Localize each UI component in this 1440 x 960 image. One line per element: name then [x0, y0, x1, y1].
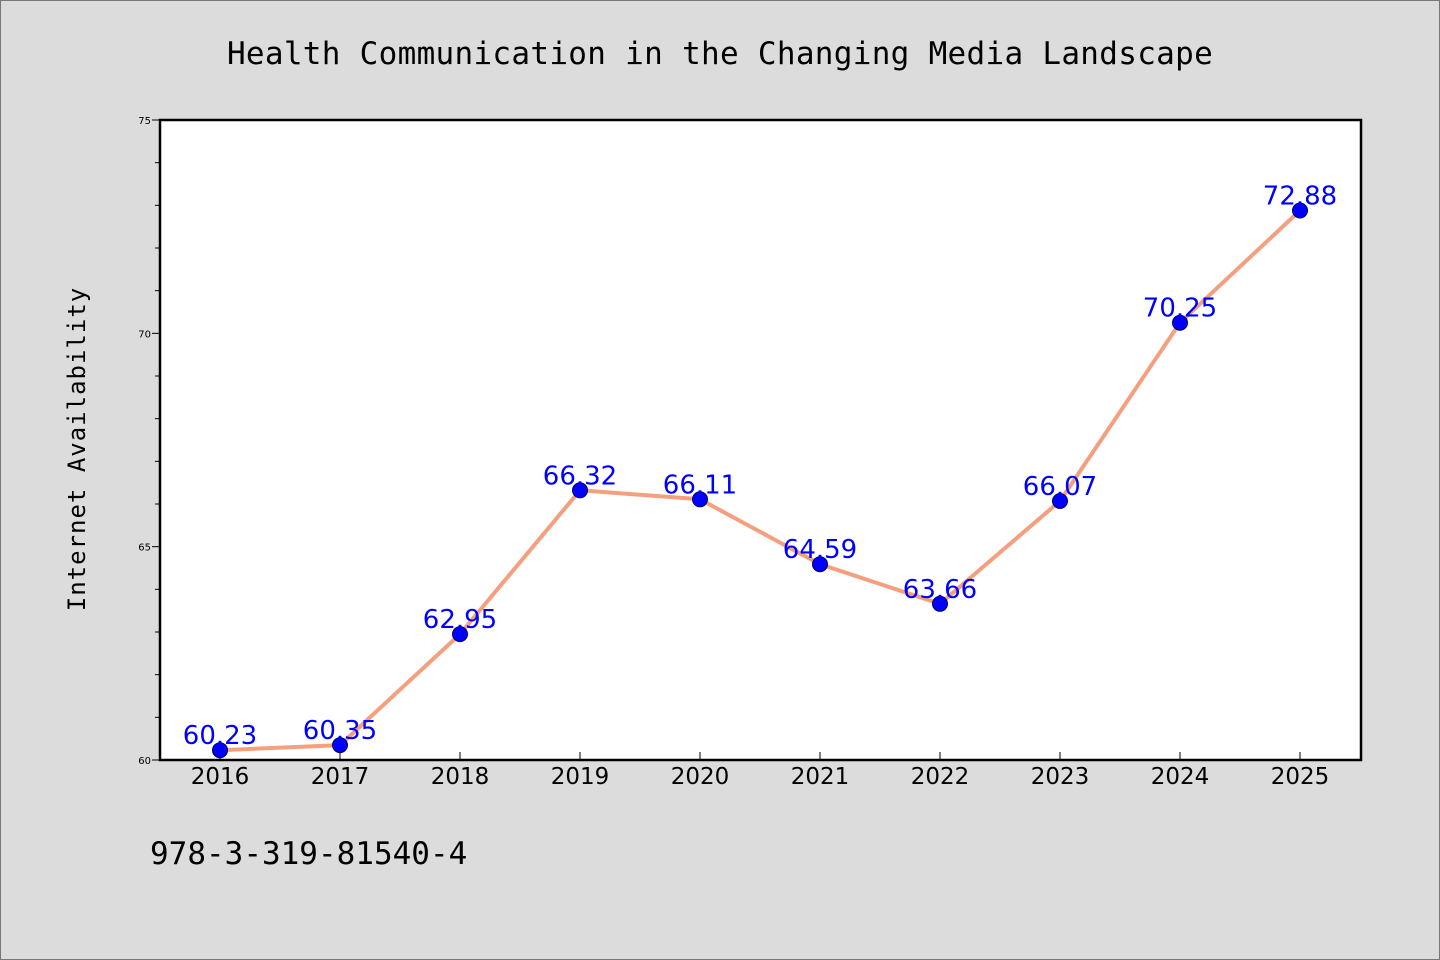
y-axis-label: Internet Availability — [63, 287, 91, 611]
series-line — [219, 209, 1302, 753]
x-tick-label: 2024 — [1151, 764, 1210, 790]
x-tick-label: 2021 — [791, 764, 850, 790]
data-label: 62.95 — [423, 605, 497, 635]
data-label: 60.35 — [303, 716, 377, 746]
x-tick-label: 2020 — [671, 764, 730, 790]
data-point — [1172, 314, 1188, 331]
data-label: 66.32 — [543, 461, 617, 491]
y-tick-label: 75 — [138, 116, 151, 127]
data-point — [1292, 202, 1308, 219]
data-labels: 60.23 60.35 62.95 66.32 66.11 64.59 63.66 66.07… — [183, 182, 1337, 752]
data-label: 72.88 — [1263, 182, 1337, 212]
y-axis: 60 65 70 75 — [138, 116, 160, 767]
y-tick-label: 70 — [138, 329, 151, 340]
x-tick-label: 2018 — [431, 764, 490, 790]
x-tick-label: 2023 — [1031, 764, 1090, 790]
x-tick-label: 2016 — [191, 764, 250, 790]
x-tick-label: 2025 — [1271, 764, 1330, 790]
data-point — [932, 595, 948, 612]
data-point — [212, 742, 228, 759]
data-point — [1052, 493, 1068, 509]
data-label: 66.07 — [1023, 472, 1097, 502]
data-point — [452, 626, 468, 643]
series-markers — [212, 202, 1308, 759]
x-tick-label: 2017 — [311, 764, 370, 790]
x-tick-label: 2019 — [551, 764, 610, 790]
chart-title: Health Communication in the Changing Med… — [227, 36, 1213, 72]
data-point — [812, 556, 828, 573]
data-point — [692, 491, 708, 508]
data-point — [332, 737, 348, 754]
y-tick-label: 60 — [138, 756, 151, 767]
data-label: 66.11 — [663, 470, 737, 500]
data-label: 64.59 — [783, 535, 857, 565]
isbn-text: 978-3-319-81540-4 — [150, 836, 467, 872]
x-axis: 2016 2017 2018 2019 2020 2021 2022 2023 2024 2025 — [191, 752, 1330, 790]
x-tick-label: 2022 — [911, 764, 970, 790]
data-label: 70.25 — [1143, 294, 1217, 324]
data-label: 60.23 — [183, 721, 257, 751]
data-label: 63.66 — [903, 575, 977, 605]
y-tick-label: 65 — [138, 543, 151, 554]
plot-area — [158, 118, 1363, 762]
data-point — [572, 482, 588, 499]
